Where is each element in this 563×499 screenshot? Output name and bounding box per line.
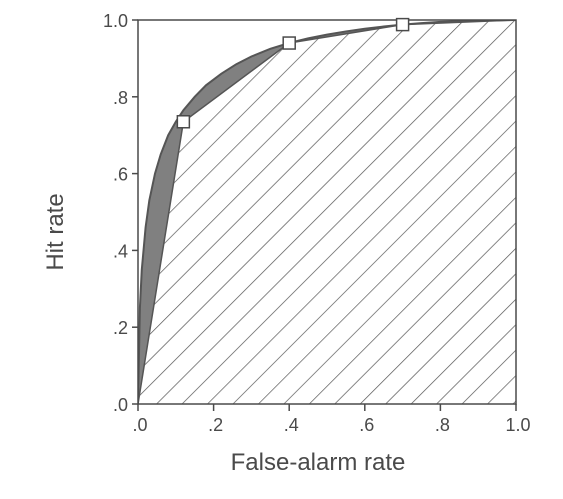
x-tick-label: .2 bbox=[208, 415, 223, 435]
y-axis-tick-labels: .0 .2 .4 .6 .8 1.0 bbox=[103, 11, 128, 415]
y-tick-label: .0 bbox=[113, 395, 128, 415]
plot-frame bbox=[137, 19, 517, 405]
data-point-marker bbox=[395, 17, 410, 32]
plot-area bbox=[138, 20, 516, 404]
y-tick-label: 1.0 bbox=[103, 11, 128, 31]
y-tick-label: .6 bbox=[113, 165, 128, 185]
y-axis-ticks bbox=[132, 19, 138, 405]
data-point-marker bbox=[176, 115, 191, 129]
x-axis-ticks bbox=[137, 404, 517, 411]
data-point-markers bbox=[176, 17, 410, 129]
x-axis-label: False-alarm rate bbox=[231, 449, 406, 476]
x-axis-tick-labels: .0 .2 .4 .6 .8 1.0 bbox=[132, 415, 530, 435]
data-point-marker bbox=[282, 36, 296, 50]
y-tick-label: .2 bbox=[113, 318, 128, 338]
x-tick-label: .8 bbox=[435, 415, 450, 435]
y-axis-label: Hit rate bbox=[42, 193, 69, 270]
x-tick-label: .4 bbox=[284, 415, 299, 435]
y-tick-label: .4 bbox=[113, 241, 128, 261]
x-tick-label: .6 bbox=[359, 415, 374, 435]
y-tick-label: .8 bbox=[113, 88, 128, 108]
roc-curve-line bbox=[138, 20, 516, 404]
x-tick-label: .0 bbox=[132, 415, 147, 435]
hatched-area-under-polygon bbox=[138, 20, 516, 404]
x-tick-label: 1.0 bbox=[505, 415, 530, 435]
